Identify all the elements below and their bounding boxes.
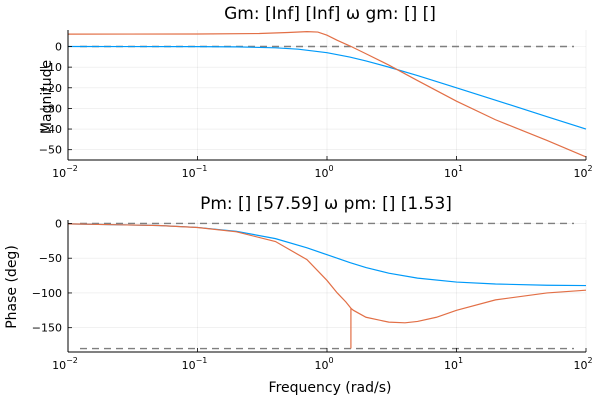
phase-title: Pm: [] [57.59] ω pm: [] [1.53] bbox=[200, 194, 452, 214]
magnitude-x-tick-label: 10−1 bbox=[182, 164, 208, 180]
phase-panel: 10−2 10−1 100 101 102 0 −50 −100 −150 Pm: [] [57… bbox=[4, 194, 593, 396]
frequency-x-label: Frequency (rad/s) bbox=[269, 380, 392, 396]
phase-series-2-line bbox=[67, 223, 587, 349]
magnitude-y-tick-label: −10 bbox=[39, 61, 62, 74]
magnitude-x-tick-label: 10−2 bbox=[52, 164, 78, 180]
magnitude-title: Gm: [Inf] [Inf] ω gm: [] [] bbox=[224, 4, 436, 24]
magnitude-y-tick-label: −20 bbox=[39, 82, 62, 95]
phase-x-tick-label: 100 bbox=[314, 356, 333, 372]
phase-x-tick-label: 10−2 bbox=[52, 356, 78, 372]
magnitude-y-label: Magnitude bbox=[39, 60, 55, 134]
magnitude-y-tick-label: 0 bbox=[55, 41, 62, 54]
magnitude-series-2-line bbox=[67, 31, 587, 158]
phase-x-tick-label: 101 bbox=[444, 356, 463, 372]
magnitude-y-tick-label: −30 bbox=[39, 102, 62, 115]
magnitude-y-tick-label: −50 bbox=[39, 144, 62, 157]
magnitude-series-1-line bbox=[67, 45, 587, 130]
phase-x-tick-label: 10−1 bbox=[182, 356, 208, 372]
phase-y-tick-label: −150 bbox=[32, 322, 62, 335]
magnitude-x-tick-label: 100 bbox=[314, 164, 333, 180]
magnitude-x-tick-label: 102 bbox=[573, 164, 592, 180]
magnitude-y-tick-label: −40 bbox=[39, 123, 62, 136]
magnitude-panel: 10−2 10−1 100 101 102 0 −10 −20 −30 −40 −50 Gm: [I… bbox=[39, 4, 593, 180]
phase-y-label: Phase (deg) bbox=[4, 245, 20, 329]
phase-x-tick-label: 102 bbox=[573, 356, 592, 372]
phase-y-tick-label: 0 bbox=[55, 217, 62, 230]
magnitude-x-tick-label: 101 bbox=[444, 164, 463, 180]
phase-y-tick-label: −100 bbox=[32, 287, 62, 300]
phase-y-tick-label: −50 bbox=[39, 252, 62, 265]
